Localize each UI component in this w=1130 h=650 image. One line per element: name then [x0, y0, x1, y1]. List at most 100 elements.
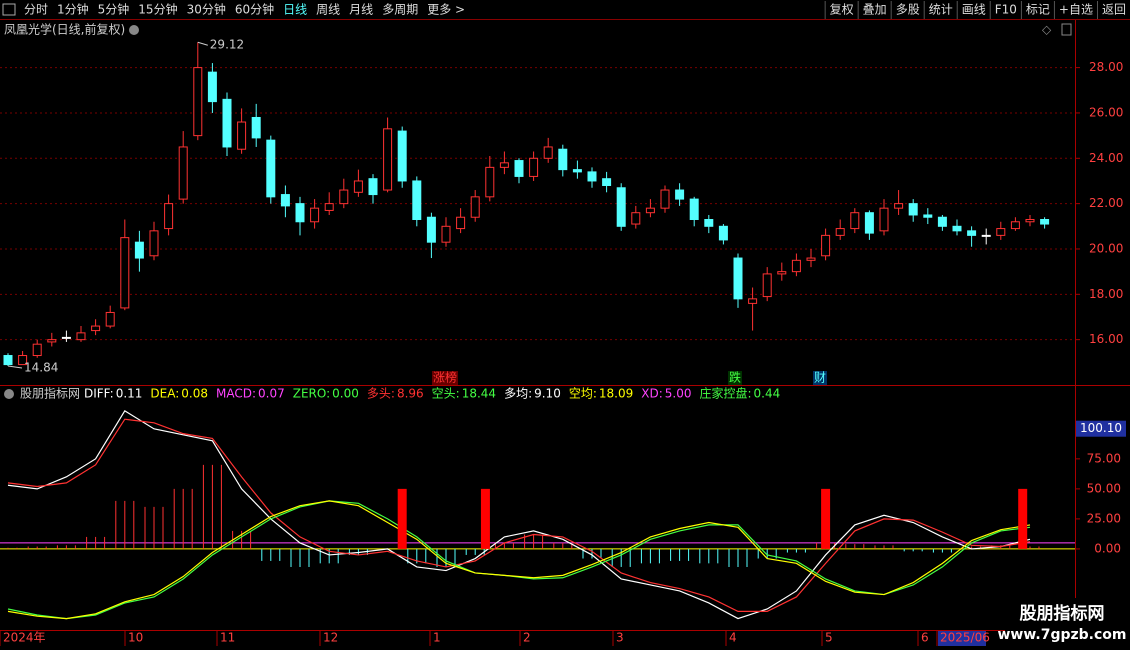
candle-body	[923, 214, 933, 218]
candle-body	[383, 128, 393, 191]
toolbar-button[interactable]: F10	[995, 3, 1017, 17]
toolbar-item[interactable]: 多周期	[382, 3, 418, 17]
date-highlight	[938, 631, 986, 646]
indicator-value: 0.11	[116, 387, 143, 401]
toolbar-item[interactable]: 更多 >	[427, 3, 465, 17]
candle-body	[850, 212, 860, 230]
candle-body	[996, 228, 1006, 236]
watermark-url: www.7gpzb.com	[997, 627, 1126, 643]
title-dropdown[interactable]	[129, 25, 139, 35]
event-marker[interactable]: 跌	[729, 370, 741, 385]
date-label: 4	[729, 631, 737, 645]
indicator-name: 多头:	[367, 387, 395, 401]
date-label: 10	[128, 631, 143, 645]
candle-body	[324, 203, 334, 211]
indicator-line	[7, 500, 1031, 620]
y-tick-label: 28.00	[1089, 60, 1123, 74]
date-label: 12	[323, 631, 338, 645]
event-marker[interactable]: 涨榜	[433, 370, 457, 385]
toolbar-item[interactable]: 分时	[24, 3, 48, 17]
toolbar-item[interactable]: 30分钟	[187, 2, 226, 17]
y-tick-label: 22.00	[1089, 196, 1123, 210]
indicator-value: 8.96	[397, 387, 424, 401]
candle-body	[61, 336, 71, 339]
toolbar-button[interactable]: +自选	[1059, 3, 1093, 17]
diamond-icon[interactable]: ◇	[1042, 23, 1052, 37]
signal-bar	[821, 488, 831, 549]
candle-body	[1040, 219, 1050, 225]
candle-body	[704, 219, 714, 227]
candle-body	[280, 194, 290, 207]
candle-body	[149, 230, 159, 257]
candle-body	[821, 234, 831, 257]
window-icon[interactable]	[1061, 23, 1072, 36]
y-tick-label: 0.00	[1094, 541, 1121, 555]
indicator-value: 5.00	[665, 387, 692, 401]
candle-body	[485, 166, 495, 198]
watermark-bg	[1005, 598, 1130, 650]
candle-body	[368, 178, 378, 196]
y-tick-label: 16.00	[1089, 332, 1123, 346]
y-tick-label: 24.00	[1089, 151, 1123, 165]
candle-body	[558, 148, 568, 171]
candle-body	[32, 343, 42, 357]
indicator-value: 0.07	[258, 387, 285, 401]
candle-body	[967, 230, 977, 236]
date-label: 11	[220, 631, 235, 645]
candle-body	[134, 241, 144, 259]
watermark-name: 股朋指标网	[1020, 603, 1105, 624]
event-marker[interactable]: 财	[814, 371, 826, 385]
candle-body	[675, 189, 685, 200]
toolbar-button[interactable]: 标记	[1026, 3, 1050, 17]
toolbar-button[interactable]: 叠加	[863, 3, 887, 17]
low-label: 14.84	[24, 360, 58, 374]
toolbar-item[interactable]: 60分钟	[235, 2, 274, 17]
y-tick-label: 18.00	[1089, 287, 1123, 301]
toolbar-item[interactable]: 月线	[349, 3, 373, 17]
indicator-value: 18.44	[462, 387, 496, 401]
menu-icon[interactable]	[2, 3, 16, 16]
candle-body	[441, 225, 451, 243]
signal-bar	[1018, 488, 1028, 549]
indicator-value: 18.09	[599, 387, 633, 401]
y-tick-label: 26.00	[1089, 105, 1123, 119]
toolbar-item[interactable]: 1分钟	[57, 2, 89, 17]
toolbar-item[interactable]: 周线	[316, 3, 340, 17]
toolbar-button[interactable]: 复权	[830, 3, 854, 17]
toolbar-button[interactable]: 统计	[929, 3, 953, 17]
indicator-dropdown[interactable]	[4, 389, 14, 399]
toolbar-item[interactable]: 5分钟	[98, 2, 130, 17]
candle-body	[470, 196, 480, 218]
signal-bar	[480, 488, 490, 549]
candle-body	[777, 271, 787, 275]
toolbar-item[interactable]: 日线	[283, 3, 307, 17]
candle-body	[456, 216, 466, 230]
candle-body	[18, 355, 28, 366]
candle-body	[879, 207, 889, 232]
date-label: 2	[523, 631, 531, 645]
candle-body	[3, 355, 13, 366]
date-label: 2025/06	[940, 631, 990, 645]
indicator-name: 多均:	[504, 387, 532, 401]
event-marker-bg	[728, 371, 743, 385]
indicator-name: ZERO:	[293, 387, 330, 401]
toolbar-button[interactable]: 返回	[1102, 3, 1126, 17]
candle-body	[76, 332, 86, 341]
toolbar-button[interactable]: 画线	[962, 3, 986, 17]
candle-body	[120, 237, 130, 309]
candle-body	[339, 189, 349, 205]
toolbar-button[interactable]: 多股	[896, 3, 920, 17]
candle-body	[295, 203, 305, 223]
candle-body	[762, 273, 772, 298]
toolbar-item[interactable]: 15分钟	[138, 2, 177, 17]
high-label: 29.12	[210, 38, 244, 52]
high-pointer	[197, 41, 208, 46]
candle-body	[806, 257, 816, 261]
date-label: 1	[433, 631, 441, 645]
candle-body	[310, 207, 320, 223]
candle-body	[266, 139, 276, 198]
candle-body	[529, 157, 539, 177]
candle-body	[251, 116, 261, 139]
indicator-value: 0.44	[754, 387, 781, 401]
